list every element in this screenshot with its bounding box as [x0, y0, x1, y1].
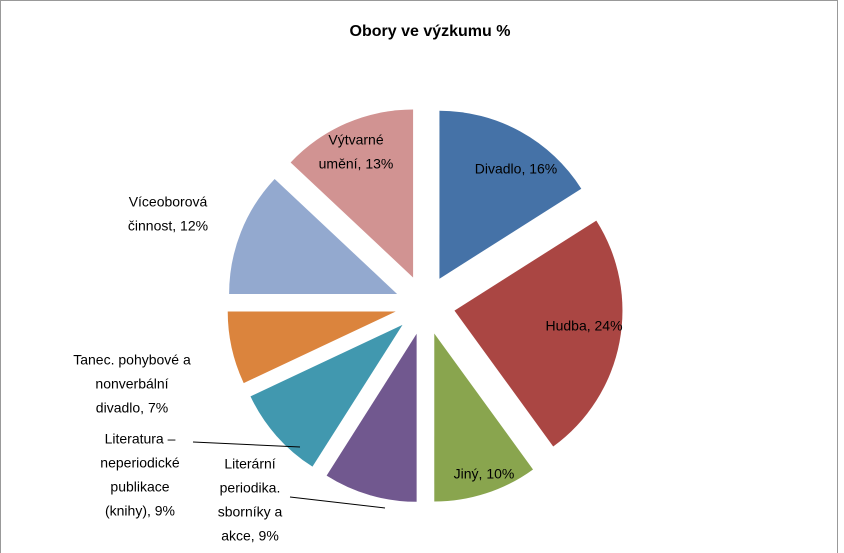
pie-slice	[229, 178, 398, 294]
data-label: nonverbální	[95, 376, 168, 392]
data-label: publikace	[110, 479, 169, 495]
data-label: (knihy), 9%	[105, 503, 175, 519]
data-label: Jiný, 10%	[454, 466, 515, 482]
pie-slice	[454, 220, 623, 447]
data-label: Divadlo, 16%	[475, 161, 558, 177]
data-label: umění, 13%	[319, 156, 394, 172]
data-label: Literární	[224, 456, 275, 472]
data-label: Tanec. pohybové a	[73, 352, 191, 368]
pie-slice	[250, 324, 403, 467]
data-label: Výtvarné	[328, 132, 383, 148]
pie-slice	[227, 311, 396, 384]
data-label: sborníky a	[218, 504, 283, 520]
data-label: akce, 9%	[221, 528, 279, 544]
pie-slice	[439, 110, 582, 279]
pie-slice	[290, 109, 414, 278]
data-label: periodika.	[220, 480, 281, 496]
data-label: divadlo, 7%	[96, 400, 168, 416]
data-label: neperiodické	[100, 455, 180, 471]
leader-line	[192, 441, 301, 448]
data-label: Víceoborová	[129, 194, 208, 210]
data-label: Literatura –	[105, 431, 176, 447]
chart-title: Obory ve výzkumu %	[350, 23, 511, 40]
pie-slice	[434, 333, 534, 502]
data-label: činnost, 12%	[128, 218, 208, 234]
leader-line	[289, 496, 386, 509]
data-label: Hudba, 24%	[545, 318, 622, 334]
pie-slice	[326, 333, 417, 502]
